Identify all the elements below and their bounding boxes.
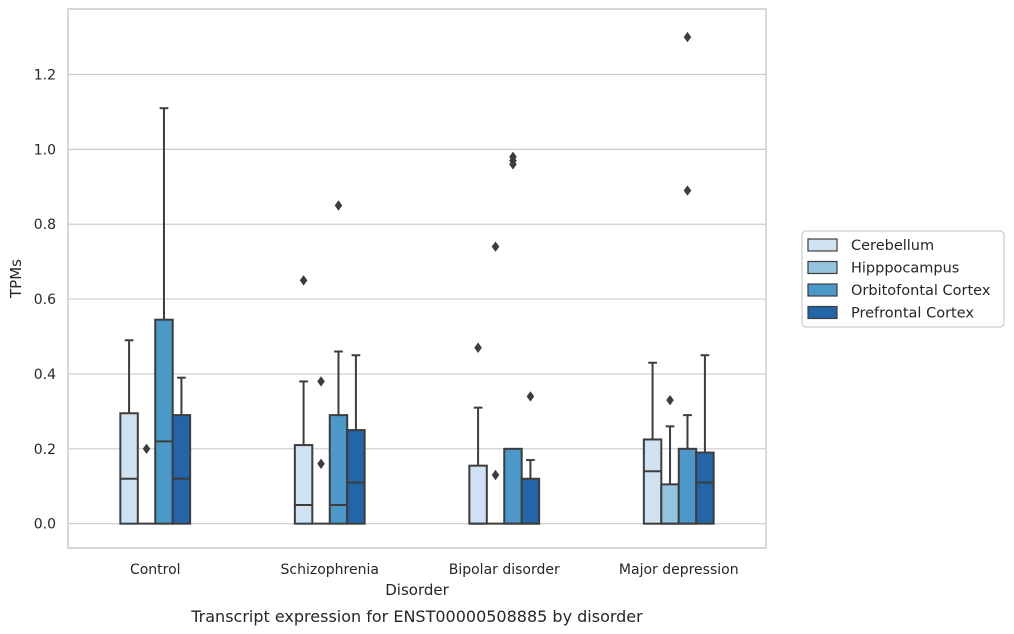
y-tick-label: 0.4	[34, 367, 56, 383]
box-prefrontal-cortex	[520, 391, 541, 525]
box-orbitofontal-cortex	[154, 107, 174, 525]
box-body	[642, 438, 663, 525]
box-body	[119, 412, 139, 525]
x-tick-labels: Control Schizophrenia Bipolar disorder Majo…	[130, 562, 739, 578]
legend-label: Prefrontal Cortex	[851, 306, 974, 322]
y-axis-label: TPMs	[7, 259, 25, 299]
outlier-point	[683, 31, 692, 43]
box-hipppocampus	[137, 443, 156, 525]
x-tick-label: Schizophrenia	[281, 562, 379, 578]
box-body	[293, 444, 314, 525]
figure-caption: Transcript expression for ENST0000050888…	[190, 607, 643, 626]
x-tick-label: Major depression	[619, 562, 739, 578]
outlier-point	[491, 241, 500, 252]
y-tick-label: 1.2	[34, 68, 56, 84]
outlier-point	[683, 185, 692, 196]
legend-swatch	[807, 260, 838, 275]
outlier-point	[299, 275, 308, 286]
box-cerebellum	[119, 339, 139, 525]
y-tick-label: 1.0	[34, 142, 56, 158]
box-body	[171, 414, 192, 525]
legend-label: Cerebellum	[851, 238, 934, 254]
outlier-point	[526, 391, 535, 402]
outlier-point	[317, 458, 325, 469]
box-body	[154, 318, 174, 525]
y-tick-label: 0.8	[34, 217, 56, 233]
y-tick-label: 0.6	[34, 292, 56, 308]
legend-swatch	[807, 283, 838, 297]
x-tick-label: Control	[130, 562, 181, 578]
outlier-point	[491, 469, 500, 481]
box-cerebellum	[468, 342, 488, 525]
box-prefrontal-cortex	[695, 354, 715, 525]
box-body	[677, 447, 698, 525]
box-hipppocampus	[486, 241, 505, 525]
box-hipppocampus	[660, 394, 680, 525]
box-cerebellum	[293, 275, 314, 525]
outlier-point	[317, 376, 325, 387]
x-axis-label: Disorder	[385, 581, 449, 599]
outlier-point	[474, 342, 482, 353]
box-body	[328, 414, 349, 525]
box-prefrontal-cortex	[171, 376, 192, 525]
legend-swatch	[807, 305, 838, 320]
legend-label: Hipppocampus	[851, 261, 959, 277]
outlier-point	[509, 151, 517, 163]
y-tick-label: 0.2	[34, 442, 56, 458]
legend: Cerebellum Hipppocampus Orbitofontal Corte…	[801, 230, 1005, 328]
box-orbitofontal-cortex	[503, 151, 523, 525]
box-groups	[119, 31, 715, 525]
y-tick-labels: 0.0 0.2 0.4 0.6 0.8 1.0 1.2	[34, 68, 56, 533]
legend-label: Orbitofontal Cortex	[851, 283, 991, 299]
box-cerebellum	[642, 361, 663, 525]
x-tick-label: Bipolar disorder	[449, 562, 560, 578]
legend-frame	[801, 230, 1005, 328]
box-orbitofontal-cortex	[328, 200, 349, 525]
y-tick-label: 0.0	[34, 517, 56, 533]
box-body	[503, 447, 523, 525]
box-body	[346, 429, 366, 525]
outlier-point	[142, 443, 151, 455]
box-body	[695, 451, 715, 525]
plot-area-frame	[67, 8, 767, 549]
outlier-point	[334, 200, 343, 211]
box-orbitofontal-cortex	[677, 31, 698, 525]
box-body	[520, 477, 541, 525]
box-hipppocampus	[312, 376, 330, 525]
box-body	[468, 464, 488, 525]
outlier-point	[666, 394, 674, 406]
legend-swatch	[807, 238, 838, 252]
box-body	[660, 483, 680, 525]
box-prefrontal-cortex	[346, 354, 366, 525]
